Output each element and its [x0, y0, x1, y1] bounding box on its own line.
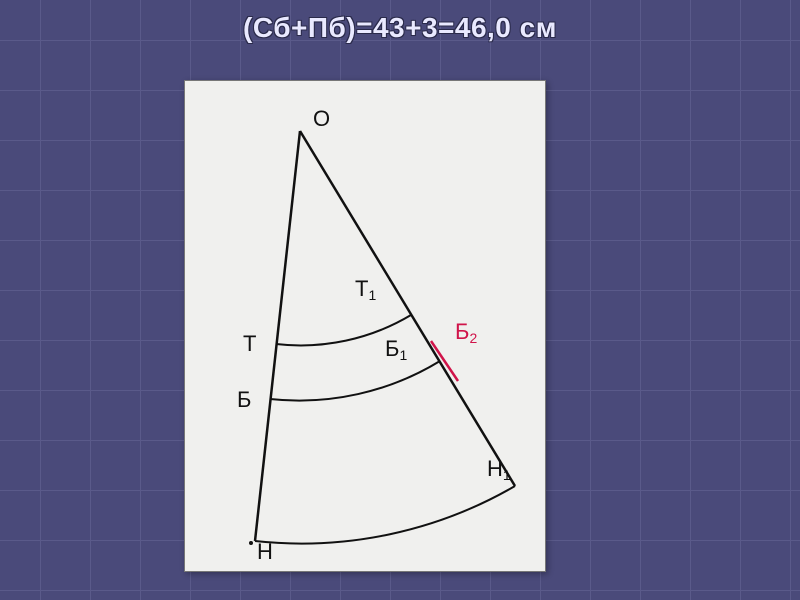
- diagram-figure: О Т Б Н Т1 Б1 Н1 Б2: [184, 80, 546, 572]
- slide-title: (Сб+Пб)=43+3=46,0 см: [0, 0, 800, 44]
- label-t: Т: [243, 331, 256, 356]
- arc-h: [255, 486, 515, 544]
- left-side-line: [255, 131, 300, 541]
- slide: (Сб+Пб)=43+3=46,0 см О Т Б Н Т1: [0, 0, 800, 600]
- right-side-line: [300, 131, 515, 486]
- b2-segment: [431, 341, 458, 381]
- dot-h: [249, 541, 253, 545]
- label-b1: Б1: [385, 336, 407, 363]
- label-b2: Б2: [455, 319, 477, 346]
- diagram-svg: О Т Б Н Т1 Б1 Н1 Б2: [185, 81, 545, 571]
- label-t1: Т1: [355, 276, 376, 303]
- label-h1: Н1: [487, 456, 511, 483]
- label-h: Н: [257, 539, 273, 564]
- label-o: О: [313, 106, 330, 131]
- label-b: Б: [237, 387, 251, 412]
- arc-b: [270, 361, 440, 401]
